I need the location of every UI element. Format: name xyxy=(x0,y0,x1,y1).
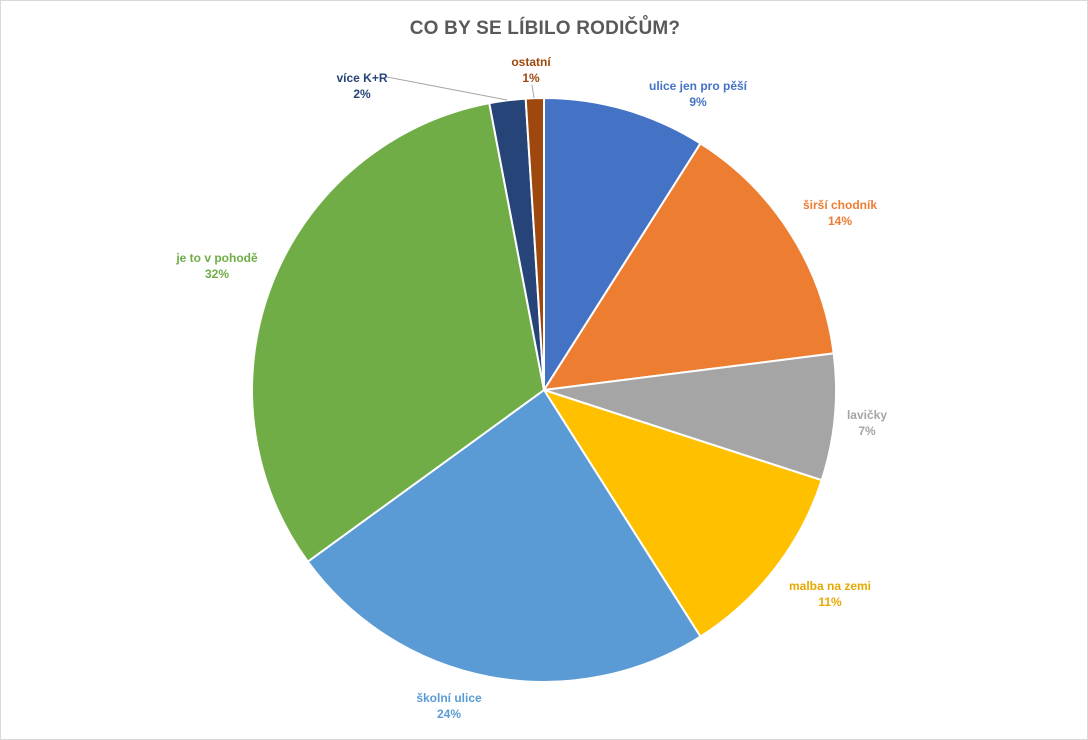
data-label-category: širší chodník xyxy=(802,198,878,212)
data-label-value: 11% xyxy=(818,595,842,609)
pie-slice xyxy=(524,96,545,391)
data-label-category: lavičky xyxy=(846,408,888,422)
pie-slice xyxy=(306,388,702,683)
data-label: ulice jen pro pěší 9% xyxy=(649,78,747,110)
data-label-category: je to v pohodě xyxy=(176,251,258,265)
data-label-value: 1% xyxy=(522,71,540,85)
data-label: více K+R 2% xyxy=(336,70,387,102)
data-label-value: 14% xyxy=(827,214,853,228)
data-label-value: 32% xyxy=(204,267,230,281)
data-label-category: více K+R xyxy=(336,71,388,85)
data-label-category: malba na zemi xyxy=(788,579,872,593)
data-label-value: 9% xyxy=(689,95,707,109)
data-label-category: ulice jen pro pěší xyxy=(648,79,748,93)
chart-title: CO BY SE LÍBILO RODIČŮM? xyxy=(409,18,681,39)
data-label: lavičky 7% xyxy=(847,407,887,439)
pie-slice xyxy=(542,142,835,392)
pie-slice xyxy=(543,352,837,482)
data-label: širší chodník 14% xyxy=(803,197,877,229)
data-label: školní ulice 24% xyxy=(416,690,481,722)
data-label-value: 2% xyxy=(353,87,371,101)
data-label-value: 7% xyxy=(858,424,876,438)
pie-slice xyxy=(541,388,823,638)
pie-slice xyxy=(543,96,702,394)
pie-slice xyxy=(251,101,546,564)
data-label: je to v pohodě 32% xyxy=(176,250,257,282)
data-label-value: 24% xyxy=(436,707,462,721)
data-label-category: ostatní xyxy=(511,55,551,69)
data-label: ostatní 1% xyxy=(511,54,550,86)
data-label: malba na zemi 11% xyxy=(789,578,871,610)
data-label-category: školní ulice xyxy=(416,691,482,705)
leader-line xyxy=(386,76,508,101)
leader-line xyxy=(531,84,535,99)
